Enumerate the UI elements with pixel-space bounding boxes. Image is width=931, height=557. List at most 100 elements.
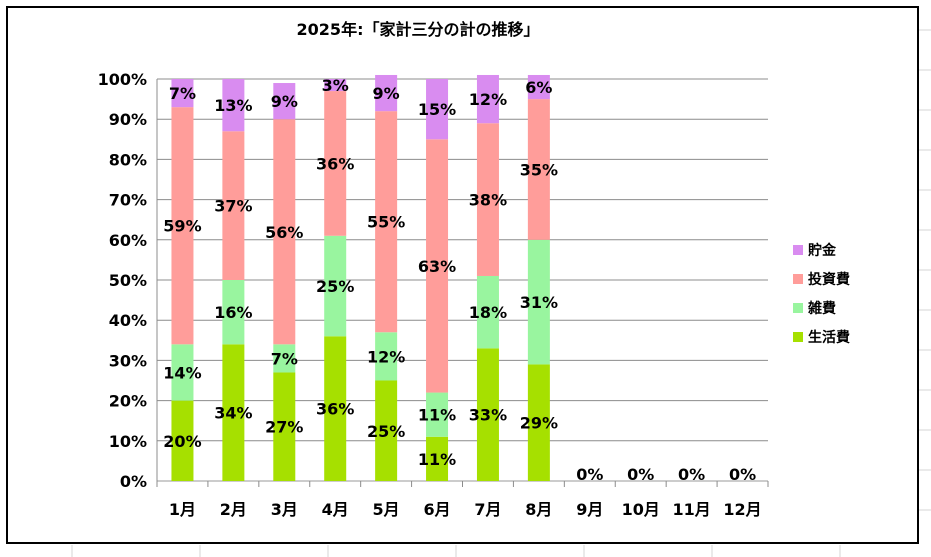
bar-segment-生活費 — [426, 436, 449, 481]
bar-segment-投資費 — [527, 99, 550, 240]
chart-area[interactable] — [6, 6, 919, 544]
data-label: 38% — [469, 191, 507, 210]
bar-segment-投資費 — [222, 131, 245, 280]
legend-label: 雑費 — [807, 300, 836, 317]
data-label: 35% — [520, 160, 558, 179]
data-label: 13% — [214, 96, 252, 115]
data-label: 56% — [265, 223, 303, 242]
legend-swatch-生活費 — [793, 332, 803, 342]
data-label: 63% — [418, 257, 456, 276]
bar-segment-投資費 — [171, 107, 194, 345]
bar-segment-投資費 — [324, 91, 347, 236]
bar-segment-生活費 — [375, 380, 398, 481]
data-label: 7% — [169, 84, 196, 103]
bar-segment-生活費 — [171, 400, 194, 481]
data-label: 12% — [469, 90, 507, 109]
x-tick-label: 12月 — [723, 500, 761, 519]
bar-segment-生活費 — [222, 344, 245, 481]
data-label: 20% — [163, 432, 201, 451]
data-label: 16% — [214, 303, 252, 322]
x-tick-label: 9月 — [576, 500, 603, 519]
bar-segment-雑費 — [171, 344, 194, 401]
y-tick-label: 50% — [109, 271, 147, 290]
data-label: 25% — [367, 422, 405, 441]
data-label: 27% — [265, 418, 303, 437]
data-label: 34% — [214, 404, 252, 423]
data-label: 59% — [163, 217, 201, 236]
data-label: 36% — [316, 400, 354, 419]
bars — [171, 74, 550, 481]
data-label: 0% — [576, 465, 603, 484]
bar-segment-雑費 — [324, 235, 347, 337]
y-tick-label: 100% — [98, 70, 147, 89]
bar-segment-雑費 — [476, 275, 499, 349]
x-tick-label: 8月 — [525, 500, 552, 519]
bar-segment-雑費 — [426, 392, 449, 437]
x-tick-label: 3月 — [271, 500, 298, 519]
y-axis: 0% 10% 20% 30% 40% 50% 60% 70% 80% 90% 100% — [98, 70, 158, 491]
data-label: 33% — [469, 406, 507, 425]
data-labels: 20% 14% 59% 7% 34% 16% 37% 13% 27% 7% 56% 9% 36% 25% 3… — [163, 76, 756, 484]
bar-segment-生活費 — [273, 372, 296, 481]
data-label: 18% — [469, 303, 507, 322]
data-label: 11% — [418, 450, 456, 469]
data-label: 12% — [367, 347, 405, 366]
data-label: 3% — [322, 76, 349, 95]
bar-segment-貯金 — [426, 79, 449, 140]
bar-segment-貯金 — [273, 83, 296, 120]
y-tick-label: 10% — [109, 432, 147, 451]
data-label: 15% — [418, 100, 456, 119]
bar-segment-雑費 — [222, 280, 245, 345]
bar-segment-貯金 — [324, 79, 347, 92]
bar-segment-貯金 — [476, 74, 499, 124]
data-label: 6% — [525, 78, 552, 97]
bar-segment-生活費 — [476, 348, 499, 481]
x-tick-label: 11月 — [672, 500, 710, 519]
bar-segment-生活費 — [324, 336, 347, 481]
data-label: 0% — [729, 465, 756, 484]
y-tick-label: 70% — [109, 191, 147, 210]
bar-segment-貯金 — [527, 74, 550, 100]
data-label: 0% — [678, 465, 705, 484]
data-label: 7% — [271, 349, 298, 368]
bar-segment-雑費 — [375, 332, 398, 381]
y-tick-label: 30% — [109, 351, 147, 370]
y-tick-label: 0% — [120, 472, 147, 491]
bar-segment-投資費 — [426, 139, 449, 393]
bar-segment-生活費 — [527, 364, 550, 481]
x-tick-label: 10月 — [622, 500, 660, 519]
legend-label: 投資費 — [808, 271, 850, 288]
x-tick-label: 6月 — [423, 500, 450, 519]
y-tick-label: 90% — [109, 110, 147, 129]
data-label: 11% — [418, 406, 456, 425]
bar-segment-投資費 — [375, 111, 398, 333]
bar-segment-雑費 — [273, 344, 296, 373]
y-tick-label: 20% — [109, 392, 147, 411]
y-tick-label: 40% — [109, 311, 147, 330]
data-label: 25% — [316, 277, 354, 296]
chart-title: 2025年:「家計三分の計の推移」 — [297, 20, 540, 39]
legend-swatch-貯金 — [793, 245, 803, 255]
bar-segment-雑費 — [527, 239, 550, 365]
y-tick-label: 80% — [109, 150, 147, 169]
data-label: 29% — [520, 414, 558, 433]
legend-label: 生活費 — [808, 329, 850, 346]
x-axis: 1月 2月 3月 4月 5月 6月 7月 8月 9月 10月 11月 12月 — [156, 481, 769, 519]
x-tick-label: 1月 — [169, 500, 196, 519]
data-label: 9% — [271, 92, 298, 111]
legend-swatch-雑費 — [793, 303, 803, 313]
legend-label: 貯金 — [808, 242, 837, 259]
x-tick-label: 4月 — [322, 500, 349, 519]
bar-segment-投資費 — [476, 123, 499, 276]
x-tick-label: 5月 — [373, 500, 400, 519]
x-tick-label: 7月 — [474, 500, 501, 519]
data-label: 37% — [214, 197, 252, 216]
data-label: 0% — [627, 465, 654, 484]
data-label: 31% — [520, 293, 558, 312]
data-label: 36% — [316, 154, 354, 173]
bar-segment-投資費 — [273, 119, 296, 345]
legend-swatch-投資費 — [793, 274, 803, 284]
